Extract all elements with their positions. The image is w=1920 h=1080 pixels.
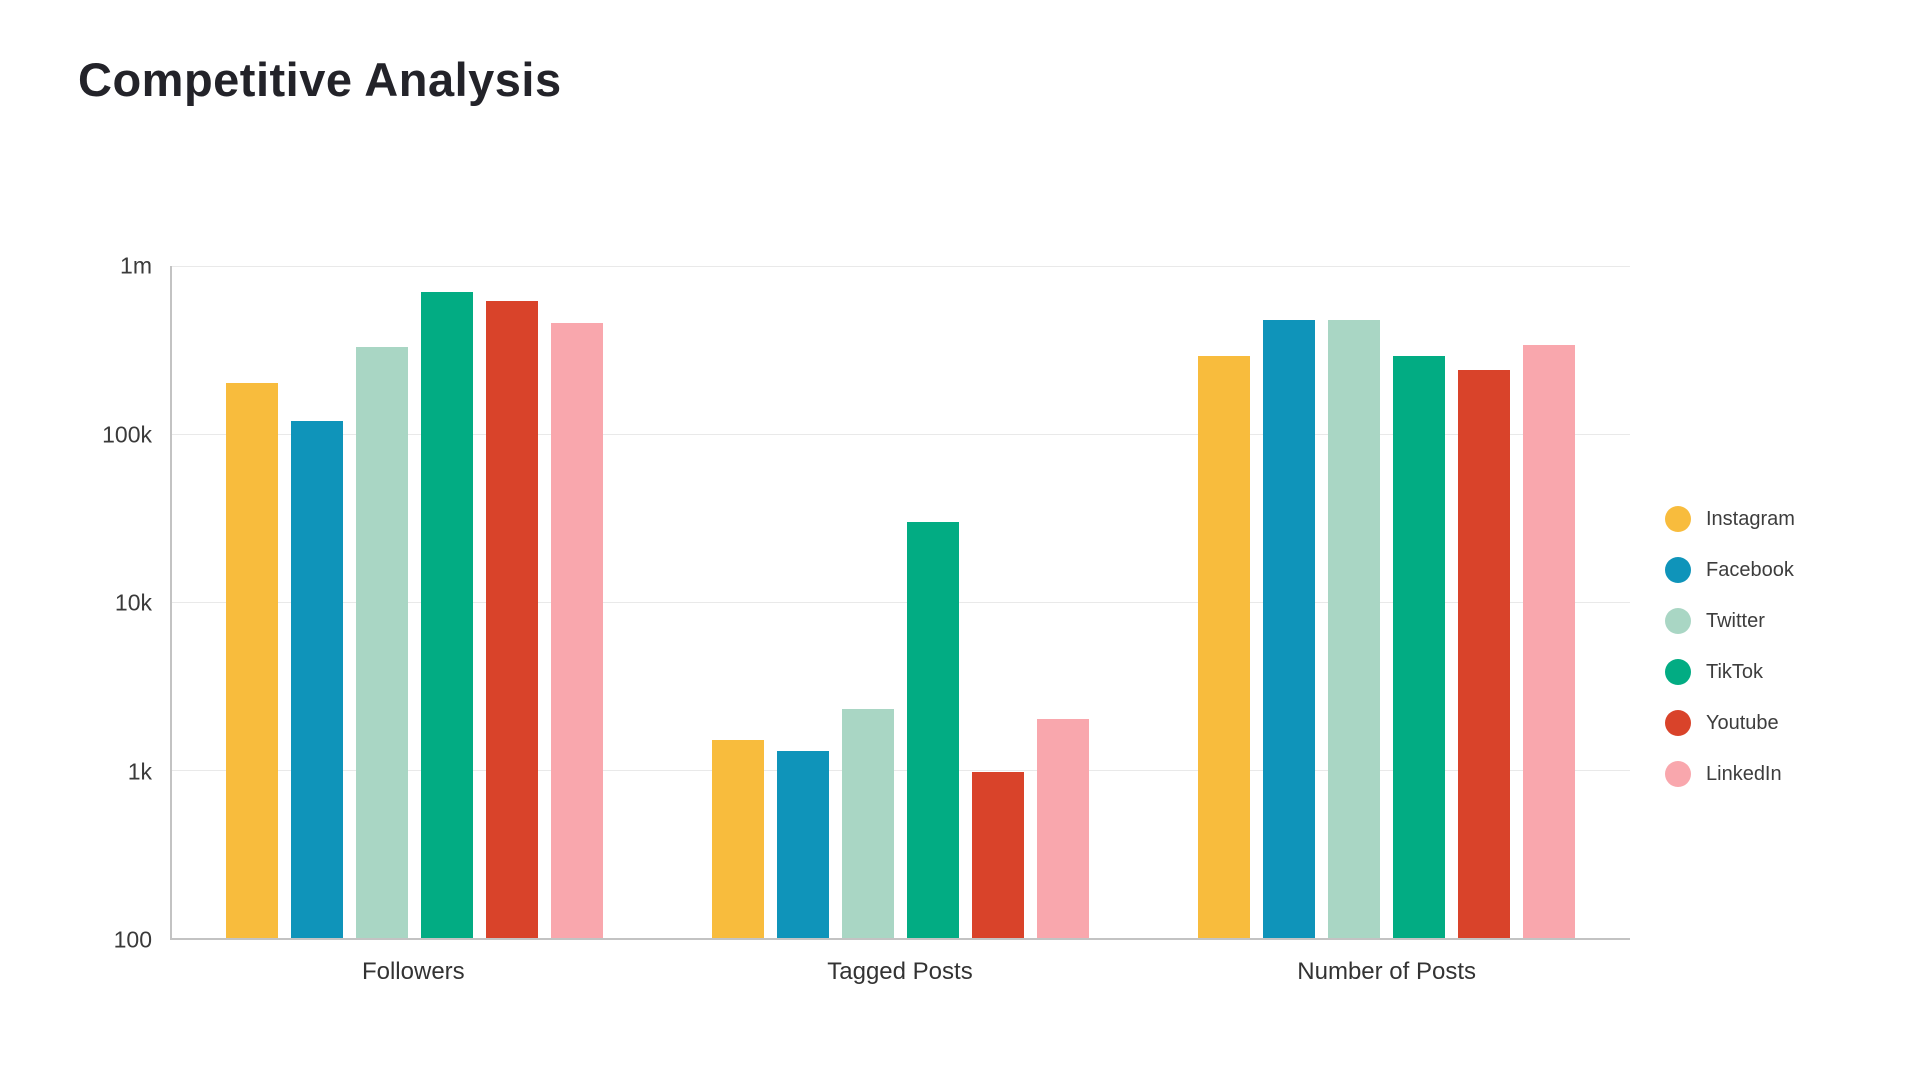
gridline-100k bbox=[172, 434, 1630, 435]
x-axis-label-followers: Followers bbox=[361, 958, 465, 985]
bar-facebook-tagged-posts bbox=[777, 750, 830, 938]
bar-tiktok-followers bbox=[421, 292, 474, 938]
bar-tiktok-tagged-posts bbox=[907, 521, 960, 938]
bar-tiktok-number-of-posts bbox=[1393, 356, 1446, 938]
bar-instagram-number-of-posts bbox=[1198, 356, 1251, 938]
bar-linkedin-tagged-posts bbox=[1037, 719, 1090, 938]
gridline-10k bbox=[172, 602, 1630, 603]
x-axis-labels: Followers Tagged Posts Number of Posts bbox=[170, 958, 1630, 986]
legend-label-youtube: Youtube bbox=[1706, 711, 1779, 734]
y-tick-label-10k: 10k bbox=[114, 589, 152, 616]
legend-dot-instagram bbox=[1665, 506, 1691, 532]
gridline-1k bbox=[172, 770, 1630, 771]
bar-facebook-followers bbox=[291, 420, 344, 938]
legend-item-facebook: Facebook bbox=[1665, 557, 1795, 583]
bar-youtube-followers bbox=[486, 300, 539, 938]
bar-instagram-tagged-posts bbox=[712, 740, 765, 938]
legend-dot-facebook bbox=[1665, 557, 1691, 583]
legend-label-instagram: Instagram bbox=[1706, 507, 1795, 530]
legend: Instagram Facebook Twitter TikTok Youtube Lin… bbox=[1665, 506, 1795, 812]
bar-instagram-followers bbox=[226, 383, 279, 938]
gridline-1m bbox=[172, 266, 1630, 267]
legend-item-linkedin: LinkedIn bbox=[1665, 761, 1795, 787]
bar-linkedin-followers bbox=[551, 322, 604, 938]
y-axis-labels: 1m 100k 10k 1k 100 bbox=[40, 253, 152, 953]
legend-item-youtube: Youtube bbox=[1665, 710, 1795, 736]
bar-groups bbox=[172, 266, 1630, 938]
legend-dot-linkedin bbox=[1665, 761, 1691, 787]
bar-twitter-followers bbox=[356, 346, 409, 938]
legend-dot-youtube bbox=[1665, 710, 1691, 736]
bar-twitter-tagged-posts bbox=[842, 709, 895, 938]
legend-label-linkedin: LinkedIn bbox=[1706, 762, 1782, 785]
y-tick-label-100: 100 bbox=[113, 926, 152, 953]
y-tick-label-1m: 1m bbox=[120, 252, 152, 279]
plot-area bbox=[170, 266, 1630, 940]
bar-youtube-tagged-posts bbox=[972, 772, 1025, 938]
bar-youtube-number-of-posts bbox=[1458, 370, 1511, 938]
legend-label-facebook: Facebook bbox=[1706, 558, 1794, 581]
legend-item-twitter: Twitter bbox=[1665, 608, 1795, 634]
legend-dot-tiktok bbox=[1665, 659, 1691, 685]
bar-group-followers bbox=[172, 266, 658, 938]
bar-group-number-of-posts bbox=[1144, 266, 1630, 938]
bar-twitter-number-of-posts bbox=[1328, 319, 1381, 938]
bar-facebook-number-of-posts bbox=[1263, 319, 1316, 938]
y-tick-label-1k: 1k bbox=[127, 758, 152, 784]
x-axis-label-tagged-posts: Tagged Posts bbox=[827, 958, 973, 985]
legend-item-instagram: Instagram bbox=[1665, 506, 1795, 532]
bar-linkedin-number-of-posts bbox=[1523, 344, 1576, 938]
y-tick-label-100k: 100k bbox=[102, 421, 152, 447]
legend-label-tiktok: TikTok bbox=[1706, 660, 1764, 683]
bar-group-tagged-posts bbox=[658, 266, 1144, 938]
x-axis-label-number-of-posts: Number of Posts bbox=[1297, 958, 1476, 985]
legend-dot-twitter bbox=[1665, 608, 1691, 634]
page-title: Competitive Analysis bbox=[78, 53, 562, 106]
legend-item-tiktok: TikTok bbox=[1665, 659, 1795, 685]
legend-label-twitter: Twitter bbox=[1706, 609, 1765, 632]
